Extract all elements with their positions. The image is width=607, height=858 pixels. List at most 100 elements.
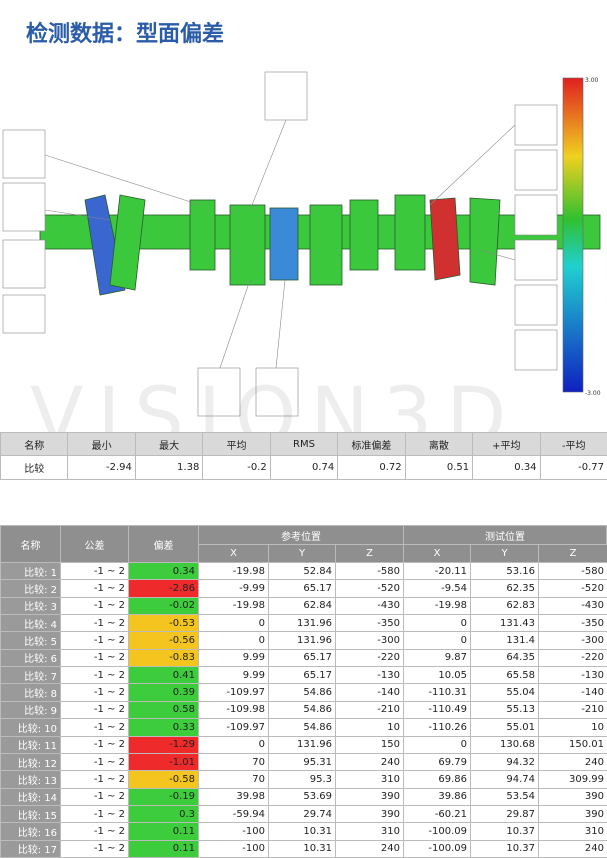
detail-cell: -430 [335, 596, 404, 616]
detail-cell: -580 [538, 562, 607, 581]
deviation-cell: -0.53 [128, 614, 199, 633]
detail-cell: 比较: 2 [0, 579, 61, 598]
detail-cell: 390 [538, 804, 607, 824]
detail-cell: 65.17 [268, 648, 336, 668]
detail-cell: 62.83 [470, 596, 539, 616]
detail-cell: -1 ~ 2 [60, 614, 129, 633]
detail-cell: 比较: 5 [0, 631, 61, 650]
detail-cell: 62.35 [470, 579, 539, 598]
detail-cell: -60.21 [403, 804, 471, 824]
detail-cell: 54.86 [268, 683, 336, 702]
detail-cell: 比较: 1 [0, 562, 61, 581]
detail-header: 名称 [0, 525, 61, 563]
detail-cell: -1 ~ 2 [60, 718, 129, 737]
detail-cell: 52.84 [268, 562, 336, 581]
detail-cell: 131.43 [470, 614, 539, 633]
detail-cell: 比较: 13 [0, 770, 61, 789]
summary-cell: 比较 [0, 455, 69, 480]
detail-cell: 69.79 [403, 752, 471, 772]
summary-cell: -0.77 [539, 455, 607, 480]
detail-cell: 9.99 [198, 648, 269, 668]
summary-header: 最小 [67, 432, 136, 456]
detail-cell: 0 [198, 631, 269, 650]
detail-cell: 比较: 17 [0, 839, 61, 858]
detail-cell: 比较: 15 [0, 804, 61, 824]
detail-cell: -19.98 [198, 596, 269, 616]
scale-max: 3.00 [585, 77, 599, 84]
detail-cell: -220 [335, 648, 404, 668]
detail-cell: -109.97 [198, 718, 269, 737]
detail-cell: 55.13 [470, 700, 539, 720]
detail-cell: 390 [335, 804, 404, 824]
summary-header: 名称 [0, 432, 69, 456]
detail-cell: -1 ~ 2 [60, 562, 129, 581]
summary-cell: -2.94 [67, 455, 136, 480]
detail-cell: -100 [198, 839, 269, 858]
detail-cell: 比较: 6 [0, 648, 61, 668]
summary-cell: -0.2 [202, 455, 271, 480]
detail-header: 参考位置 [198, 525, 404, 545]
deviation-cell: -0.02 [128, 596, 199, 616]
detail-cell: -210 [538, 700, 607, 720]
summary-header: RMS [269, 432, 339, 456]
detail-cell: 比较: 4 [0, 614, 61, 633]
detail-axis-header: Y [470, 544, 539, 563]
detail-cell: 390 [538, 787, 607, 806]
detail-cell: 131.96 [268, 631, 336, 650]
detail-cell: 150.01 [538, 735, 607, 754]
detail-cell: -300 [335, 631, 404, 650]
detail-cell: 9.99 [198, 666, 269, 685]
deviation-cell: -1.01 [128, 752, 199, 772]
deviation-cell: 0.58 [128, 700, 199, 720]
detail-cell: 比较: 7 [0, 666, 61, 685]
deviation-cell: 0.11 [128, 822, 199, 841]
summary-cell: 1.38 [134, 455, 204, 480]
detail-cell: -1 ~ 2 [60, 787, 129, 806]
deviation-cell: 0.39 [128, 683, 199, 702]
detail-cell: 62.84 [268, 596, 336, 616]
detail-cell: -140 [538, 683, 607, 702]
detail-cell: -350 [335, 614, 404, 633]
detail-header: 偏差 [128, 525, 199, 563]
detail-cell: 69.86 [403, 770, 471, 789]
detail-cell: -110.49 [403, 700, 471, 720]
deviation-cell: 0.34 [128, 562, 199, 581]
detail-cell: -110.31 [403, 683, 471, 702]
crankshaft [39, 194, 601, 296]
detail-cell: 比较: 9 [0, 700, 61, 720]
detail-cell: 150 [335, 735, 404, 754]
detail-cell: -19.98 [403, 596, 471, 616]
detail-cell: -1 ~ 2 [60, 648, 129, 668]
detail-cell: -300 [538, 631, 607, 650]
detail-cell: -100.09 [403, 839, 471, 858]
deviation-cell: -2.86 [128, 579, 199, 598]
detail-cell: 39.86 [403, 787, 471, 806]
detail-header: 公差 [60, 525, 129, 563]
detail-cell: 10.37 [470, 839, 539, 858]
detail-cell: 比较: 10 [0, 718, 61, 737]
detail-cell: 10.05 [403, 666, 471, 685]
detail-cell: 10.31 [268, 839, 336, 858]
detail-cell: 39.98 [198, 787, 269, 806]
detail-cell: 70 [198, 752, 269, 772]
detail-cell: -19.98 [198, 562, 269, 581]
detail-cell: 94.32 [470, 752, 539, 772]
detail-cell: 131.4 [470, 631, 539, 650]
detail-cell: 54.86 [268, 700, 336, 720]
detail-cell: 55.01 [470, 718, 539, 737]
detail-cell: 比较: 12 [0, 752, 61, 772]
summary-header: 离散 [404, 432, 474, 456]
deviation-cell: -0.58 [128, 770, 199, 789]
summary-header: +平均 [472, 432, 541, 456]
detail-cell: -130 [335, 666, 404, 685]
detail-cell: 比较: 8 [0, 683, 61, 702]
detail-cell: 10 [335, 718, 404, 737]
detail-cell: 比较: 11 [0, 735, 61, 754]
detail-cell: 比较: 14 [0, 787, 61, 806]
detail-cell: -100.09 [403, 822, 471, 841]
deviation-cell: 0.41 [128, 666, 199, 685]
detail-cell: -520 [538, 579, 607, 598]
detail-cell: 比较: 3 [0, 596, 61, 616]
detail-axis-header: X [198, 544, 269, 563]
